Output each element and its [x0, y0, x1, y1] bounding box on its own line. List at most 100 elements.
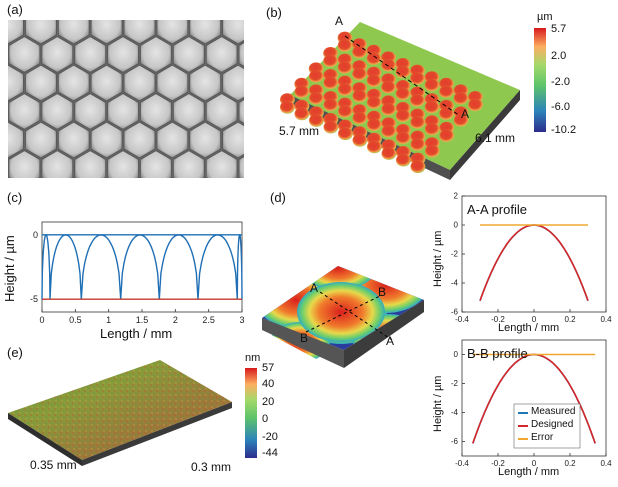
lens-dome — [366, 52, 382, 66]
x-tick-label: 0.2 — [564, 459, 576, 468]
micrograph-cell — [123, 20, 156, 45]
micrograph-cell — [172, 92, 205, 131]
section-line-a — [319, 291, 393, 341]
micrograph-cell — [139, 149, 173, 178]
micrograph-cell — [239, 208, 270, 244]
panel-label-b: (b) — [266, 5, 282, 20]
chart-d2-legend — [513, 403, 581, 449]
lens-dome — [337, 61, 353, 75]
micrograph-cell — [156, 20, 189, 45]
roughness-side-right — [82, 402, 232, 466]
lens-dome — [439, 85, 454, 99]
x-tick-label: 1 — [106, 315, 111, 325]
micrograph-cell — [189, 64, 222, 102]
micrograph-cell — [272, 151, 303, 187]
lens-dome — [453, 114, 469, 127]
series-profile — [41, 233, 243, 300]
panel-b — [280, 22, 546, 180]
section-marker-b-top: B — [378, 285, 387, 299]
micrograph-cell — [8, 121, 25, 159]
chart-d1: -0.4 -0.2 0 0.2 0.4 2 0 -2 -4 -6 — [451, 192, 612, 324]
micrograph-cell — [205, 149, 238, 178]
lens-dome — [410, 160, 426, 174]
colorbar-b-tick: -2.0 — [551, 76, 570, 88]
micrograph-cell — [106, 92, 140, 131]
micrograph-cell — [8, 35, 41, 74]
section-marker-b-left: B — [300, 331, 309, 345]
lens-dome — [280, 100, 295, 114]
chart-d1-ylabel: Height / µm — [432, 230, 444, 287]
x-tick-label: 1.5 — [136, 315, 149, 325]
chart-c-ylabel: Height / µm — [2, 235, 17, 302]
micrograph-cell — [24, 64, 58, 102]
micrograph-cell — [57, 64, 90, 102]
section-marker-a-end: A — [461, 107, 470, 121]
lens-dome — [367, 118, 382, 132]
colorbar-b — [534, 28, 546, 132]
micrograph-cell — [189, 20, 222, 45]
y-tick-label: -2 — [451, 379, 459, 388]
chart-c-xlabel: Length / mm — [100, 326, 173, 341]
series-designed — [479, 224, 589, 301]
micrograph-cell — [272, 37, 303, 73]
lens-dome — [323, 98, 339, 112]
lens-dome — [410, 138, 426, 152]
lens-dome — [309, 92, 324, 105]
x-tick-label: 0.5 — [69, 315, 82, 325]
micrograph-cell — [139, 92, 173, 131]
x-tick-label: -0.2 — [491, 315, 505, 324]
dimension-width-e: 0.35 mm — [30, 458, 77, 472]
y-tick-label: -5 — [30, 294, 38, 304]
section-marker-a-top: A — [310, 281, 319, 295]
lens-dome — [367, 140, 382, 154]
panel-label-e: (e) — [7, 345, 23, 360]
section-line-b — [305, 294, 383, 333]
colorbar-b-unit: µm — [537, 11, 553, 23]
lens-dome — [352, 89, 368, 103]
lens-dome — [395, 87, 411, 101]
colorbar-e-unit: nm — [245, 352, 261, 364]
lens-dome — [468, 98, 483, 112]
micrograph-cell — [238, 155, 244, 178]
dome-top — [300, 266, 376, 290]
chart-d2-ylabel: Height / µm — [432, 375, 444, 432]
lens-dome — [396, 153, 411, 167]
micrograph-cell — [24, 20, 58, 45]
micrograph-cell — [221, 20, 244, 45]
colorbar-b-tick: 2.0 — [551, 50, 567, 62]
micrograph-cell — [8, 64, 25, 102]
x-tick-label: 2.5 — [202, 315, 215, 325]
x-tick-label: 0 — [532, 315, 537, 324]
panel-label-c: (c) — [7, 190, 23, 205]
micrograph-cell — [124, 179, 155, 215]
micrograph-cell — [75, 208, 106, 244]
micrograph-cell — [90, 20, 123, 45]
lens-dome — [439, 107, 454, 121]
micrograph-cell — [238, 41, 244, 68]
micrograph-cell — [238, 98, 244, 125]
micrograph-cell — [172, 35, 205, 74]
lens-dome — [338, 105, 353, 119]
legend-box — [513, 403, 581, 449]
panel-e — [8, 360, 257, 466]
lens-dome — [294, 85, 310, 99]
micrograph-cell — [123, 64, 156, 102]
lens-dome — [395, 65, 411, 79]
micrograph-cell — [221, 121, 244, 159]
micrograph-cell — [57, 121, 90, 159]
colorbar-b-tick: -10.2 — [551, 124, 577, 136]
micrograph-cell — [140, 208, 171, 244]
lens-dome — [294, 107, 310, 121]
micrograph-cell — [8, 92, 41, 131]
lens-dome — [352, 111, 368, 125]
lens-domes — [280, 31, 483, 174]
unit-cell-side-left — [262, 318, 344, 368]
lens-dome — [439, 129, 455, 143]
dimension-width-b: 5.7 mm — [279, 124, 320, 138]
micrograph-cell — [41, 149, 74, 178]
micrograph-cell — [8, 20, 25, 45]
lens-dome — [381, 147, 397, 160]
lens-dome — [352, 45, 367, 59]
x-tick-label: 2 — [173, 315, 178, 325]
lens-dome — [381, 81, 396, 94]
